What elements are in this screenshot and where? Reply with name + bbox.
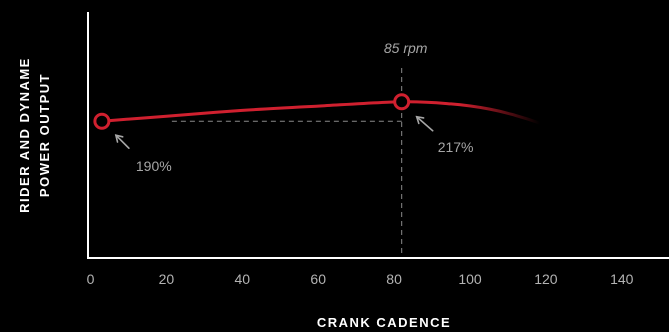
arrow-head bbox=[114, 134, 124, 143]
x-tick-label: 80 bbox=[386, 271, 402, 287]
marker-start-label: 190% bbox=[136, 158, 172, 174]
x-tick-label: 0 bbox=[87, 271, 95, 287]
marker-start bbox=[93, 112, 111, 130]
series-line bbox=[100, 100, 548, 128]
arrow-shaft bbox=[415, 115, 434, 132]
x-tick-label: 20 bbox=[159, 271, 175, 287]
y-axis-title-line-2: POWER OUTPUT bbox=[37, 73, 52, 197]
arrow-start bbox=[114, 134, 130, 149]
x-axis-title: CRANK CADENCE bbox=[317, 315, 451, 330]
peak-rpm-label: 85 rpm bbox=[384, 40, 428, 56]
arrow-shaft bbox=[115, 134, 130, 149]
x-tick-label: 120 bbox=[534, 271, 558, 287]
marker-peak bbox=[393, 93, 411, 111]
arrow-head bbox=[415, 115, 425, 125]
x-tick-label: 60 bbox=[310, 271, 326, 287]
x-tick-label: 40 bbox=[235, 271, 251, 287]
marker-peak-label: 217% bbox=[438, 139, 474, 155]
x-tick-label: 100 bbox=[458, 271, 482, 287]
x-tick-labels: 0 20 40 60 80 100 120 140 bbox=[87, 271, 634, 287]
x-tick-label: 140 bbox=[610, 271, 634, 287]
arrow-peak bbox=[415, 115, 434, 132]
y-axis-title-line-1: RIDER AND DYNAME bbox=[17, 57, 32, 213]
